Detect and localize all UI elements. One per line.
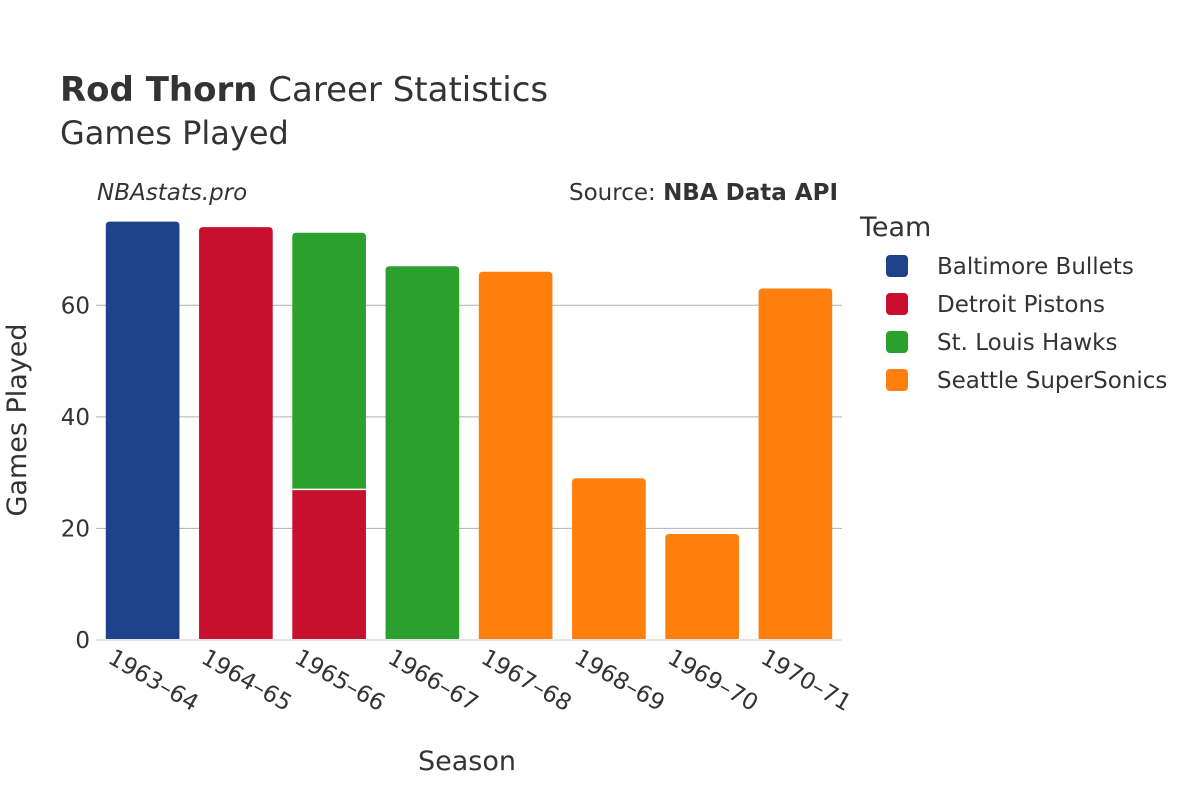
- bar-segment: [478, 271, 553, 640]
- x-tick-label: 1966–67: [383, 645, 482, 717]
- x-tick-label: 1963–64: [104, 645, 203, 717]
- x-tick-label: 1965–66: [290, 645, 389, 717]
- legend: Team Baltimore Bullets Detroit Pistons St.…: [859, 212, 1167, 394]
- legend-label: St. Louis Hawks: [937, 330, 1118, 356]
- watermark: NBAstats.pro: [97, 180, 247, 206]
- chart-title-rest: Career Statistics: [257, 70, 548, 110]
- legend-swatch: [886, 369, 908, 391]
- chart-title-bold: Rod Thorn: [60, 70, 257, 110]
- bar-segment: [758, 288, 833, 640]
- legend-swatch: [886, 331, 908, 353]
- legend-label: Seattle SuperSonics: [937, 368, 1167, 394]
- source-credit: Source: NBA Data API: [569, 180, 838, 206]
- bar-segment: [292, 489, 366, 640]
- x-axis-title: Season: [418, 746, 516, 777]
- x-tick-label: 1968–69: [570, 645, 669, 717]
- x-tick-label: 1967–68: [477, 645, 576, 717]
- y-tick-labels: 0 20 40 60: [61, 293, 90, 654]
- y-tick-label: 0: [75, 628, 90, 654]
- source-name: NBA Data API: [663, 180, 838, 206]
- legend-swatch: [886, 293, 908, 315]
- bar-segment: [385, 266, 460, 640]
- legend-label: Baltimore Bullets: [937, 254, 1134, 280]
- y-tick-label: 20: [61, 516, 90, 542]
- y-axis-title: Games Played: [2, 323, 33, 516]
- legend-swatch: [886, 255, 908, 277]
- chart-title: Rod Thorn Career Statistics: [60, 70, 548, 110]
- x-tick-labels: 1963–641964–651965–661966–671967–681968–…: [104, 645, 856, 717]
- bar-segment: [292, 232, 366, 490]
- bar-segment: [572, 478, 646, 640]
- bar-segment: [199, 227, 273, 640]
- bar-segment: [665, 534, 739, 640]
- chart-subtitle: Games Played: [60, 114, 289, 152]
- legend-label: Detroit Pistons: [937, 292, 1105, 318]
- x-tick-label: 1970–71: [756, 645, 855, 717]
- y-tick-label: 40: [61, 405, 90, 431]
- bars: [105, 221, 833, 640]
- bar-segment: [105, 221, 180, 640]
- x-tick-label: 1964–65: [197, 645, 296, 717]
- x-tick-label: 1969–70: [663, 645, 762, 717]
- legend-title: Team: [859, 212, 931, 243]
- y-tick-label: 60: [61, 293, 90, 319]
- source-prefix: Source:: [569, 180, 663, 206]
